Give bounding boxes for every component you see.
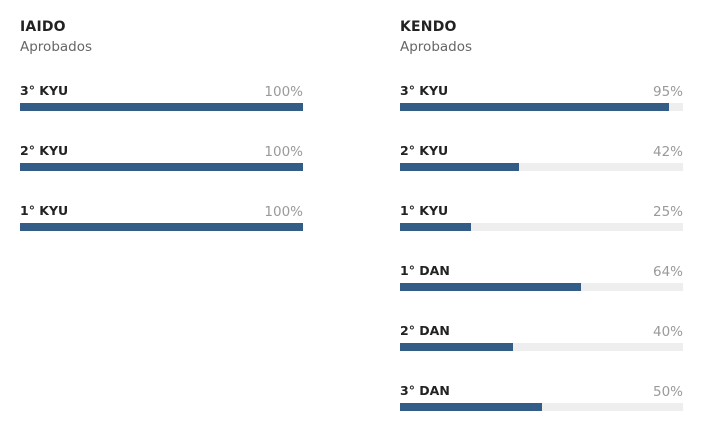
progress-fill xyxy=(20,163,303,171)
progress-fill xyxy=(400,283,582,291)
skill-percent: 50% xyxy=(652,384,683,400)
skill-label: 2° KYU xyxy=(20,143,69,158)
panel-title: KENDO xyxy=(400,19,457,35)
progress-track xyxy=(20,163,303,171)
progress-track xyxy=(400,283,683,291)
progress-fill xyxy=(400,343,514,351)
skill-row: 3° KYU 100% xyxy=(20,83,303,113)
progress-track xyxy=(400,103,683,111)
panel-title: IAIDO xyxy=(20,19,66,35)
progress-fill xyxy=(400,223,471,231)
skill-label: 1° DAN xyxy=(400,263,450,278)
progress-track xyxy=(20,103,303,111)
skill-label: 3° DAN xyxy=(400,383,450,398)
skill-row: 1° KYU 25% xyxy=(400,203,683,233)
progress-track xyxy=(20,223,303,231)
skill-percent: 64% xyxy=(652,264,683,280)
skill-row: 1° DAN 64% xyxy=(400,263,683,293)
progress-fill xyxy=(400,103,669,111)
skill-percent: 42% xyxy=(652,144,683,160)
skill-percent: 100% xyxy=(264,204,303,220)
skill-row: 3° KYU 95% xyxy=(400,83,683,113)
progress-fill xyxy=(20,223,303,231)
progress-fill xyxy=(20,103,303,111)
skill-percent: 100% xyxy=(264,84,303,100)
panel-subtitle: Aprobados xyxy=(400,39,473,55)
skill-percent: 25% xyxy=(652,204,683,220)
skill-row: 3° DAN 50% xyxy=(400,383,683,413)
panel-subtitle: Aprobados xyxy=(20,39,93,55)
skill-percent: 40% xyxy=(652,324,683,340)
skill-row: 2° KYU 100% xyxy=(20,143,303,173)
skill-label: 2° DAN xyxy=(400,323,450,338)
skill-label: 3° KYU xyxy=(20,83,69,98)
skill-row: 2° KYU 42% xyxy=(400,143,683,173)
progress-track xyxy=(400,403,683,411)
progress-track xyxy=(400,163,683,171)
progress-track xyxy=(400,343,683,351)
skill-label: 1° KYU xyxy=(20,203,69,218)
progress-fill xyxy=(400,403,542,411)
skill-label: 3° KYU xyxy=(400,83,449,98)
progress-fill xyxy=(400,163,519,171)
skill-percent: 95% xyxy=(652,84,683,100)
progress-track xyxy=(400,223,683,231)
skill-row: 2° DAN 40% xyxy=(400,323,683,353)
skill-row: 1° KYU 100% xyxy=(20,203,303,233)
skill-percent: 100% xyxy=(264,144,303,160)
skill-label: 2° KYU xyxy=(400,143,449,158)
skill-label: 1° KYU xyxy=(400,203,449,218)
